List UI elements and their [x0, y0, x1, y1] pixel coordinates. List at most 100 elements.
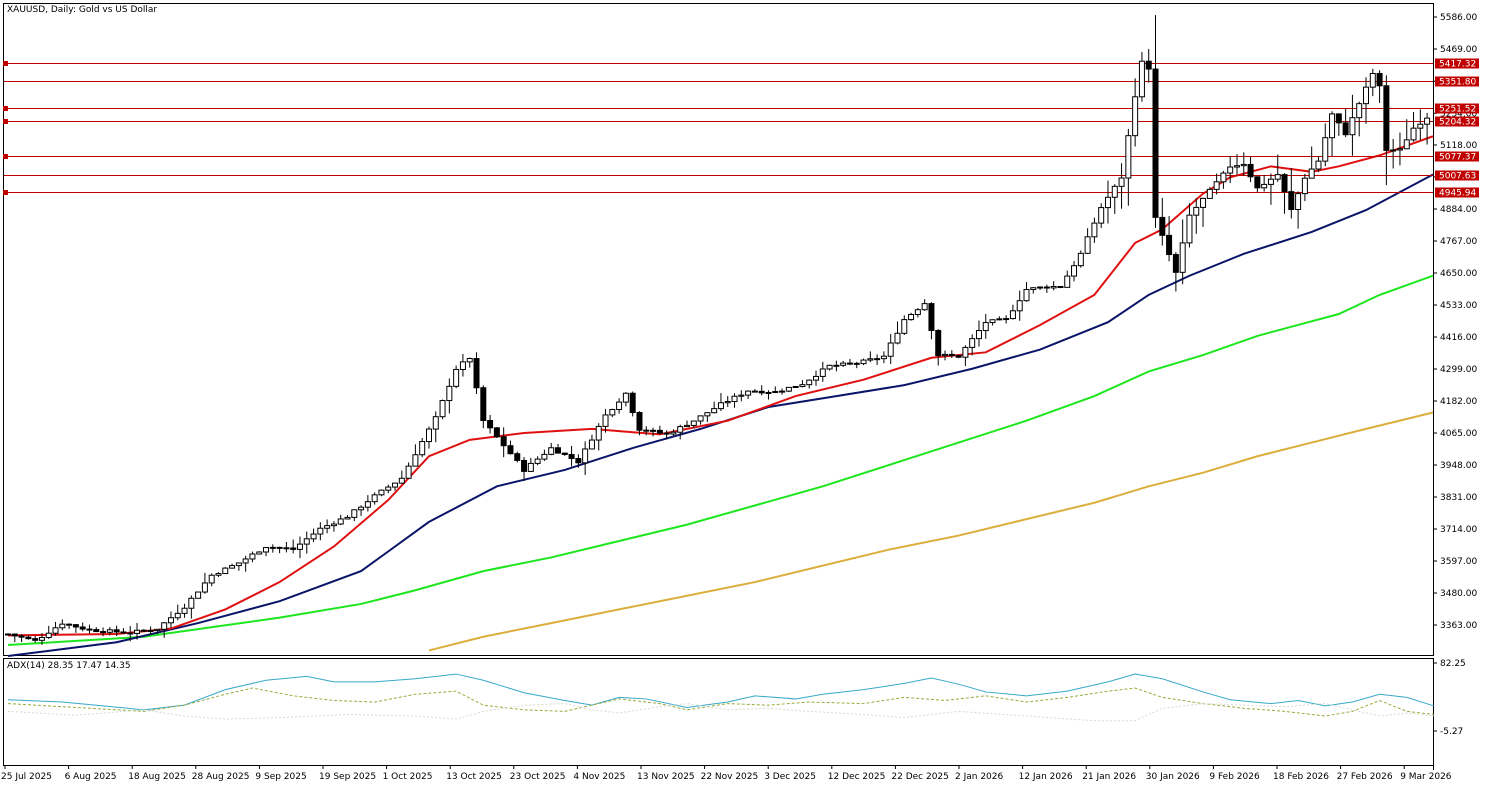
candle-bull [1064, 275, 1071, 288]
di-minus-line [7, 703, 1434, 722]
candle-bull [446, 385, 453, 402]
level-price-tags: 5417.32 5351.80 5251.52 5204.32 5077.37 5007.… [1435, 58, 1479, 199]
price-tick-label: 3597.00 [1440, 557, 1477, 567]
time-tick-label: 27 Feb 2026 [1337, 772, 1393, 782]
candle-bull [975, 330, 982, 340]
candle-bear [25, 636, 32, 640]
candle-bull [1329, 113, 1336, 139]
candle-bull [887, 342, 894, 357]
candle-bear [100, 631, 107, 634]
candle-bull [697, 415, 704, 422]
time-tick-label: 3 Dec 2025 [764, 772, 816, 782]
level-anchor[interactable] [3, 106, 8, 111]
level-anchor[interactable] [3, 190, 8, 195]
level-anchor[interactable] [3, 61, 8, 66]
candle-bull [1179, 242, 1186, 273]
time-tick-label: 30 Jan 2026 [1146, 772, 1200, 782]
candle-bull [921, 303, 928, 311]
price-tick-label: 5118.00 [1440, 141, 1477, 151]
candle-bear [554, 447, 561, 454]
candle-bull [208, 574, 215, 584]
price-tick-label: 4065.00 [1440, 429, 1477, 439]
candle-bull [1295, 193, 1302, 211]
candle-bull [215, 573, 222, 576]
candle-bear [521, 459, 528, 472]
candle-bull [1410, 127, 1417, 141]
candle-bull [792, 385, 799, 388]
candle-bull [303, 538, 310, 545]
price-tick-label: 4299.00 [1440, 365, 1477, 375]
level-price-tag [1435, 151, 1479, 162]
level-price-label: 4945.94 [1439, 189, 1476, 199]
candle-bull [1356, 103, 1363, 119]
candle-bull [772, 391, 779, 394]
time-tick-label: 23 Oct 2025 [510, 772, 566, 782]
candle-bull [263, 547, 270, 553]
candle-bull [1274, 174, 1281, 180]
candle-bull [453, 368, 460, 387]
candle-bull [738, 394, 745, 397]
candle-bull [351, 509, 358, 518]
candle-bull [466, 358, 473, 363]
candle-bull [439, 400, 446, 418]
candle-bear [1281, 174, 1288, 193]
candle-bear [113, 629, 120, 633]
candle-bull [1220, 172, 1227, 183]
price-axis: 5586.005469.005351.005234.005118.005001.… [1433, 13, 1477, 631]
candle-bull [1403, 139, 1410, 150]
price-tick-label: 4767.00 [1440, 237, 1477, 247]
candle-bear [955, 355, 962, 358]
candle-bear [290, 547, 297, 550]
price-tick-label: 3363.00 [1440, 621, 1477, 631]
candle-bull [154, 628, 161, 632]
chart-title: XAUUSD, Daily: Gold vs US Dollar [7, 5, 157, 15]
candle-bear [1335, 113, 1342, 124]
candle-bull [425, 428, 432, 443]
adx-panel-frame [3, 658, 1434, 766]
candle-bear [1057, 285, 1064, 288]
price-tick-label: 4416.00 [1440, 333, 1477, 343]
candles [5, 15, 1431, 645]
level-price-label: 5204.32 [1439, 118, 1476, 128]
candle-bull [337, 518, 344, 525]
candle-bull [1125, 135, 1132, 179]
adx-axis: 82.25 -5.27 [1433, 659, 1466, 737]
time-tick-label: 13 Nov 2025 [637, 772, 695, 782]
candle-bull [385, 486, 392, 491]
time-tick-label: 12 Jan 2026 [1019, 772, 1073, 782]
level-anchor[interactable] [3, 119, 8, 124]
candle-bull [1132, 96, 1139, 137]
candle-bull [1098, 207, 1105, 224]
candle-bull [242, 558, 249, 564]
di-plus-line [7, 687, 1434, 717]
level-anchor[interactable] [3, 154, 8, 159]
price-tick-label: 3948.00 [1440, 461, 1477, 471]
candle-bull [358, 506, 365, 511]
price-tick-label: 4533.00 [1440, 301, 1477, 311]
candle-bear [1288, 191, 1295, 211]
candle-bear [493, 427, 500, 438]
time-tick-label: 18 Aug 2025 [128, 772, 186, 782]
candle-bear [480, 387, 487, 422]
horizontal-levels[interactable] [3, 61, 1433, 195]
candle-bull [459, 361, 466, 370]
candle-bear [928, 303, 935, 331]
candle-bear [636, 411, 643, 431]
candle-bear [853, 362, 860, 365]
candle-bull [616, 401, 623, 411]
time-tick-label: 9 Sep 2025 [255, 772, 306, 782]
candle-bull [717, 402, 724, 410]
level-price-tag [1435, 76, 1479, 87]
candle-bull [38, 636, 45, 641]
candle-bull [874, 358, 881, 361]
candle-bull [650, 429, 657, 432]
candle-bull [52, 627, 59, 634]
candle-bull [806, 379, 813, 386]
adx-tick-label: 82.25 [1440, 659, 1466, 669]
candle-bull [167, 617, 174, 624]
candle-bull [235, 562, 242, 567]
candle-bear [514, 453, 521, 461]
time-tick-label: 13 Oct 2025 [446, 772, 502, 782]
price-tick-label: 3831.00 [1440, 493, 1477, 503]
